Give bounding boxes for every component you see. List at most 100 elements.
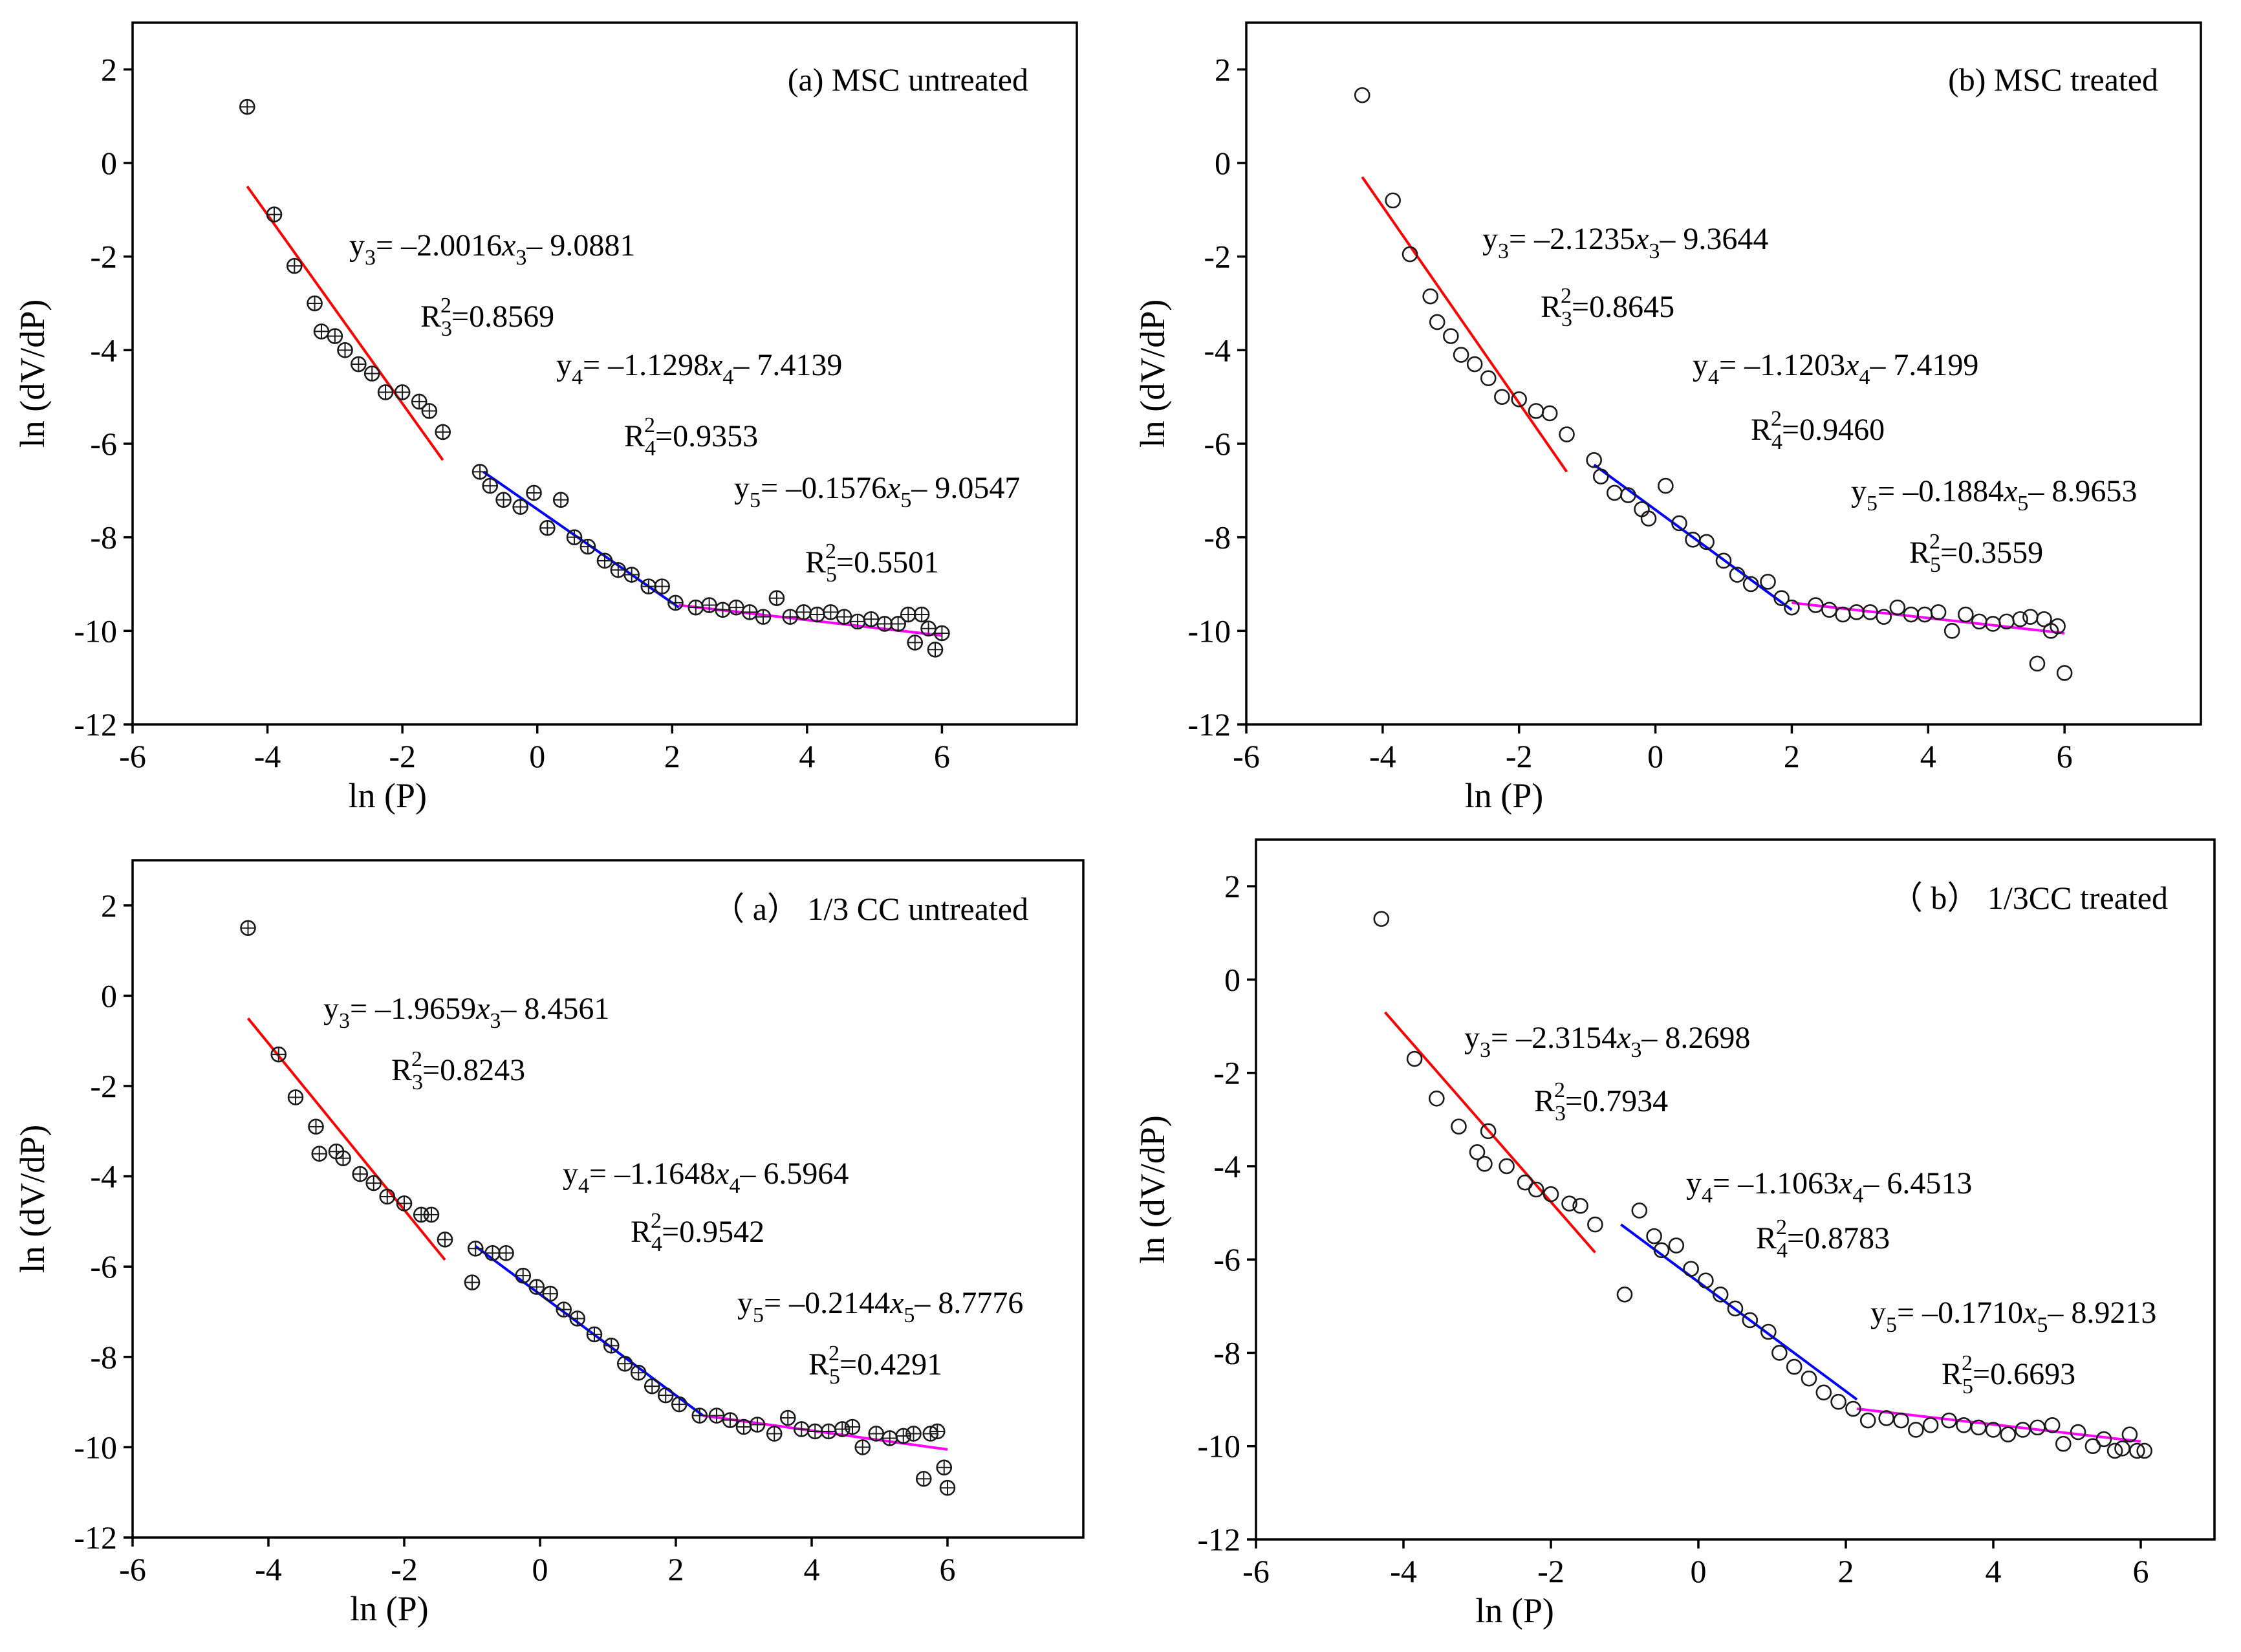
data-point [882,1430,898,1446]
data-point [1494,389,1510,405]
data-point [266,206,283,223]
chart-panel-2: -6 -4 -2 0 2 4 6 2 0 -2 -4 -6 -8 -10 -12 ln (P) ln (dV/d… [1133,21,2202,815]
r-squared-3: R32=0.8243 [391,1047,525,1094]
plot-frame [131,21,1078,726]
data-point [1653,1242,1670,1259]
data-point [900,606,916,623]
x-tick-label: -4 [254,738,281,774]
data-point [728,599,744,616]
data-point [2095,1431,2112,1448]
data-point [2106,1442,2123,1459]
x-tick-label: -2 [1506,738,1533,774]
data-point [1466,356,1483,373]
data-point [920,620,936,637]
data-point [905,1426,922,1442]
data-point [528,1279,545,1295]
data-point [1620,487,1636,503]
data-point [239,98,255,115]
x-axis-title: ln (P) [350,1589,429,1628]
data-point [1971,613,1987,630]
data-point [526,484,542,501]
x-tick-label: 6 [934,738,950,774]
data-point [1848,604,1865,620]
data-point [2055,1435,2072,1452]
y-tick-label: -8 [90,519,117,556]
panel-title: (a) MSC untreated [788,61,1028,98]
y-axis-title: ln (dV/dP) [13,1125,52,1274]
data-point [654,578,670,594]
data-point [437,1232,453,1248]
data-point [1916,606,1933,623]
data-point [1528,1181,1544,1198]
panel-title: (b) MSC treated [1948,61,2158,98]
data-point [379,1188,396,1205]
data-point [667,594,684,611]
data-point [1859,1412,1876,1429]
data-point [915,1470,932,1487]
fit-equation-4: y4= –1.1203x4– 7.4199 [1693,348,1978,389]
data-point [691,1407,708,1424]
y-tick-label: -10 [1197,1428,1240,1464]
y-tick-label: 2 [1215,51,1231,87]
x-tick-label: 2 [1838,1553,1854,1589]
data-point [1373,911,1390,927]
data-point [715,602,731,618]
data-point [1354,87,1370,103]
data-point [1442,328,1459,344]
fit-equation-3: y3= –1.9659x3– 8.4561 [323,992,609,1033]
fit-equation-5: y5= –0.1884x5– 8.9653 [1851,474,2137,516]
x-tick-label: 0 [1647,738,1663,774]
data-point [1922,1417,1939,1433]
data-point [498,1244,514,1261]
data-point [552,492,569,508]
data-point [515,1267,532,1284]
data-point [640,578,657,594]
data-point [793,1421,810,1437]
fit-equation-3: y3= –2.3154x3– 8.2698 [1464,1021,1750,1062]
y-tick-label: -12 [74,1519,117,1556]
x-tick-label: -2 [1537,1553,1564,1589]
data-point [2114,1440,2130,1457]
data-point [365,1175,382,1191]
r-squared-5: R52=0.3559 [1909,530,2043,577]
data-point [1469,1144,1486,1160]
r-squared-5: R52=0.4291 [808,1342,942,1389]
data-point [623,567,640,583]
data-point [603,1338,620,1354]
data-point [1784,599,1800,616]
fit-line-y3 [1361,176,1568,473]
x-tick-label: 6 [2057,738,2073,774]
x-tick-label: -4 [1369,738,1396,774]
data-point [907,635,924,651]
data-point [1592,468,1609,484]
data-point [1640,510,1657,527]
data-point [1956,1417,1972,1433]
y-tick-label: -6 [90,426,117,462]
r-squared-4: R42=0.8783 [1756,1215,1890,1263]
data-point [2129,1442,2145,1459]
data-point [1821,602,1837,618]
data-point [1658,477,1674,494]
r-squared-3: R32=0.7934 [1534,1078,1668,1125]
data-point [2036,611,2052,627]
y-tick-label: -8 [1204,519,1231,556]
fit-equation-5: y5= –0.2144x5– 8.7776 [737,1286,1023,1327]
fit-equation-4: y4= –1.1298x4– 7.4139 [556,348,842,389]
data-point [1428,1091,1445,1107]
data-point [755,609,772,625]
data-point [377,384,394,400]
data-point [1862,604,1878,620]
data-point [927,641,944,658]
fit-line-y4 [1620,1223,1858,1401]
data-point [1511,391,1528,408]
data-point [352,1166,369,1182]
y-tick-label: -6 [90,1248,117,1285]
y-tick-label: 2 [101,887,117,924]
data-point [1830,1393,1846,1410]
y-tick-label: -2 [1213,1055,1240,1091]
data-point [1671,515,1687,532]
fit-line-y4 [1593,463,1793,611]
fit-line-y3 [246,186,444,461]
plot-frame [131,859,1085,1539]
